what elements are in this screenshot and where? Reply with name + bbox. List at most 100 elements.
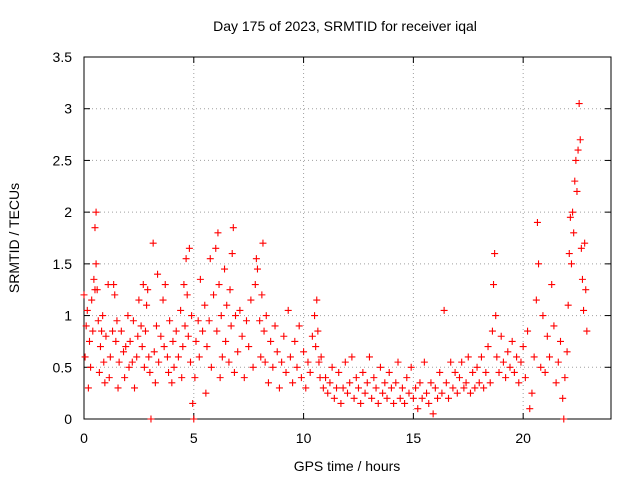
data-point xyxy=(466,389,474,397)
data-point xyxy=(105,374,113,382)
data-point xyxy=(449,384,457,392)
data-point xyxy=(429,410,437,418)
data-point xyxy=(170,363,178,371)
data-point xyxy=(289,379,297,387)
data-point xyxy=(495,368,503,376)
data-point xyxy=(98,327,106,335)
data-point xyxy=(440,306,448,314)
data-point xyxy=(135,296,143,304)
data-point xyxy=(202,389,210,397)
data-point xyxy=(146,368,154,376)
data-point xyxy=(436,368,444,376)
data-point xyxy=(548,281,556,289)
data-point xyxy=(87,363,95,371)
data-point xyxy=(93,286,101,294)
data-point xyxy=(308,332,316,340)
data-point xyxy=(324,389,332,397)
data-point xyxy=(559,394,567,402)
data-point xyxy=(330,394,338,402)
data-point xyxy=(83,306,91,314)
data-point xyxy=(218,353,226,361)
data-point xyxy=(394,358,402,366)
data-point xyxy=(106,353,114,361)
data-point xyxy=(138,343,146,351)
data-point xyxy=(120,348,128,356)
x-tick-label-20: 20 xyxy=(515,430,531,446)
data-point xyxy=(275,384,283,392)
data-point xyxy=(455,374,463,382)
data-point xyxy=(114,384,122,392)
data-point xyxy=(161,281,169,289)
data-point xyxy=(273,348,281,356)
data-point xyxy=(140,363,148,371)
data-point xyxy=(564,301,572,309)
data-point xyxy=(492,312,500,320)
data-point xyxy=(190,415,198,423)
data-point xyxy=(537,363,545,371)
data-point xyxy=(475,379,483,387)
data-point xyxy=(85,337,93,345)
data-point xyxy=(423,389,431,397)
data-point xyxy=(482,368,490,376)
data-points xyxy=(80,100,591,423)
data-point xyxy=(535,260,543,268)
data-point xyxy=(344,389,351,397)
data-point xyxy=(245,343,253,351)
data-point xyxy=(317,353,325,361)
data-point xyxy=(159,296,167,304)
data-point xyxy=(486,379,494,387)
data-point xyxy=(372,384,380,392)
data-point xyxy=(111,291,119,299)
data-point xyxy=(425,399,433,407)
data-point xyxy=(286,353,294,361)
data-point xyxy=(251,281,259,289)
data-point xyxy=(552,379,560,387)
data-point xyxy=(566,213,574,221)
data-point xyxy=(102,332,110,340)
x-axis-title: GPS time / hours xyxy=(294,458,401,474)
data-point xyxy=(451,368,459,376)
data-point xyxy=(387,384,395,392)
data-point xyxy=(581,239,589,247)
data-point xyxy=(227,322,235,330)
data-point xyxy=(143,301,151,309)
data-point xyxy=(571,177,579,185)
data-point xyxy=(129,317,137,325)
data-point xyxy=(94,317,102,325)
data-point xyxy=(206,255,214,263)
data-point xyxy=(203,343,211,351)
data-point xyxy=(90,275,98,283)
data-point xyxy=(121,374,129,382)
data-point xyxy=(414,405,422,413)
data-point xyxy=(480,384,488,392)
data-point xyxy=(348,353,356,361)
data-point xyxy=(196,275,204,283)
data-point xyxy=(242,317,250,325)
y-tick-label-1-5: 1.5 xyxy=(53,256,73,272)
data-point xyxy=(205,317,213,325)
data-point xyxy=(398,384,406,392)
data-point xyxy=(213,327,221,335)
data-point xyxy=(319,384,327,392)
data-point xyxy=(207,363,215,371)
data-point xyxy=(201,301,209,309)
data-point xyxy=(128,358,136,366)
data-point xyxy=(556,337,564,345)
data-point xyxy=(88,296,96,304)
data-point xyxy=(578,275,586,283)
data-point xyxy=(504,348,512,356)
data-point xyxy=(521,374,529,382)
data-point xyxy=(515,379,523,387)
data-point xyxy=(381,379,389,387)
data-point xyxy=(575,100,583,108)
data-point xyxy=(145,353,153,361)
data-point xyxy=(390,399,398,407)
data-point xyxy=(357,399,365,407)
data-point xyxy=(117,327,125,335)
data-point xyxy=(361,389,369,397)
data-point xyxy=(354,384,362,392)
data-point xyxy=(427,379,435,387)
data-point xyxy=(222,337,230,345)
data-point xyxy=(230,368,238,376)
data-point xyxy=(258,291,266,299)
